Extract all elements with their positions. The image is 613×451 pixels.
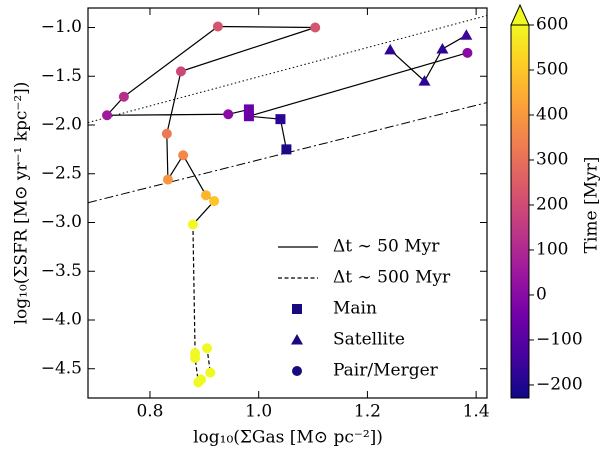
legend-label: Δt ∼ 500 Myr	[333, 268, 451, 288]
colorbar	[511, 25, 529, 398]
legend-label: Main	[333, 299, 377, 319]
colorbar-label: Time [Myr]	[582, 157, 602, 254]
circle-marker	[161, 128, 172, 139]
circle-marker	[200, 190, 211, 201]
circle-marker	[193, 377, 204, 388]
reference-line	[88, 15, 487, 124]
square-marker	[243, 111, 254, 122]
circle-marker	[118, 91, 129, 102]
y-tick-label: −4.0	[41, 310, 82, 330]
circle-marker	[102, 110, 113, 121]
colorbar-tick-label: 500	[536, 59, 568, 79]
circle-marker	[190, 353, 201, 364]
circle-marker	[209, 196, 220, 207]
triangle-marker	[436, 42, 449, 54]
circle-marker	[310, 22, 321, 33]
colorbar-tick-label: 200	[536, 194, 568, 214]
square-marker	[243, 104, 254, 115]
x-tick-label: 1.4	[463, 402, 490, 422]
colorbar-tick-label: 300	[536, 149, 568, 169]
y-tick-label: −2.0	[41, 115, 82, 135]
square-marker	[275, 114, 286, 125]
y-tick-label: −1.0	[41, 17, 82, 37]
triangle-marker	[460, 29, 473, 40]
colorbar-extension	[510, 3, 530, 26]
legend: Δt ∼ 50 Myr Δt ∼ 500 Myr Main Satellite Pair…	[278, 237, 451, 381]
circle-marker	[187, 219, 198, 230]
triangle-marker	[418, 75, 431, 86]
x-tick-label: 0.8	[136, 402, 163, 422]
x-tick-label: 1.2	[354, 402, 381, 422]
circle-marker	[202, 343, 213, 354]
legend-label: Δt ∼ 50 Myr	[333, 237, 440, 257]
track-line	[105, 25, 468, 225]
colorbar-frame	[510, 24, 530, 399]
circle-marker	[205, 367, 216, 378]
circle-marker	[462, 47, 473, 58]
y-tick-label: −1.5	[41, 66, 82, 86]
circle-marker	[162, 174, 173, 185]
triangle-marker	[291, 334, 303, 345]
colorbar-tick-label: −200	[536, 374, 583, 394]
circle-marker	[223, 109, 234, 120]
legend-label: Pair/Merger	[333, 361, 439, 381]
colorbar-tick-label: 600	[536, 15, 568, 35]
y-tick-label: −2.5	[41, 163, 82, 183]
colorbar-tick-label: 0	[536, 284, 547, 304]
square-marker	[292, 304, 302, 314]
y-axis-label: log₁₀(ΣSFR [M⊙ yr⁻¹ kpc⁻²])	[12, 82, 32, 325]
y-tick-label: −3.5	[41, 261, 82, 281]
colorbar-tick-label: 400	[536, 104, 568, 124]
circle-marker	[175, 66, 186, 77]
plot-area	[88, 15, 487, 388]
circle-marker	[212, 21, 223, 32]
square-marker	[281, 144, 292, 155]
triangle-marker	[384, 43, 397, 55]
x-axis-label: log₁₀(ΣGas [M⊙ pc⁻²])	[193, 428, 383, 448]
circle-marker	[292, 366, 302, 376]
colorbar-tick-label: 100	[536, 239, 568, 259]
colorbar-tick-label: −100	[536, 329, 583, 349]
circle-marker	[178, 150, 189, 161]
y-tick-label: −4.5	[41, 358, 82, 378]
plot-frame	[87, 7, 488, 399]
y-tick-label: −3.0	[41, 212, 82, 232]
x-tick-label: 1.0	[245, 402, 272, 422]
legend-label: Satellite	[333, 330, 405, 350]
